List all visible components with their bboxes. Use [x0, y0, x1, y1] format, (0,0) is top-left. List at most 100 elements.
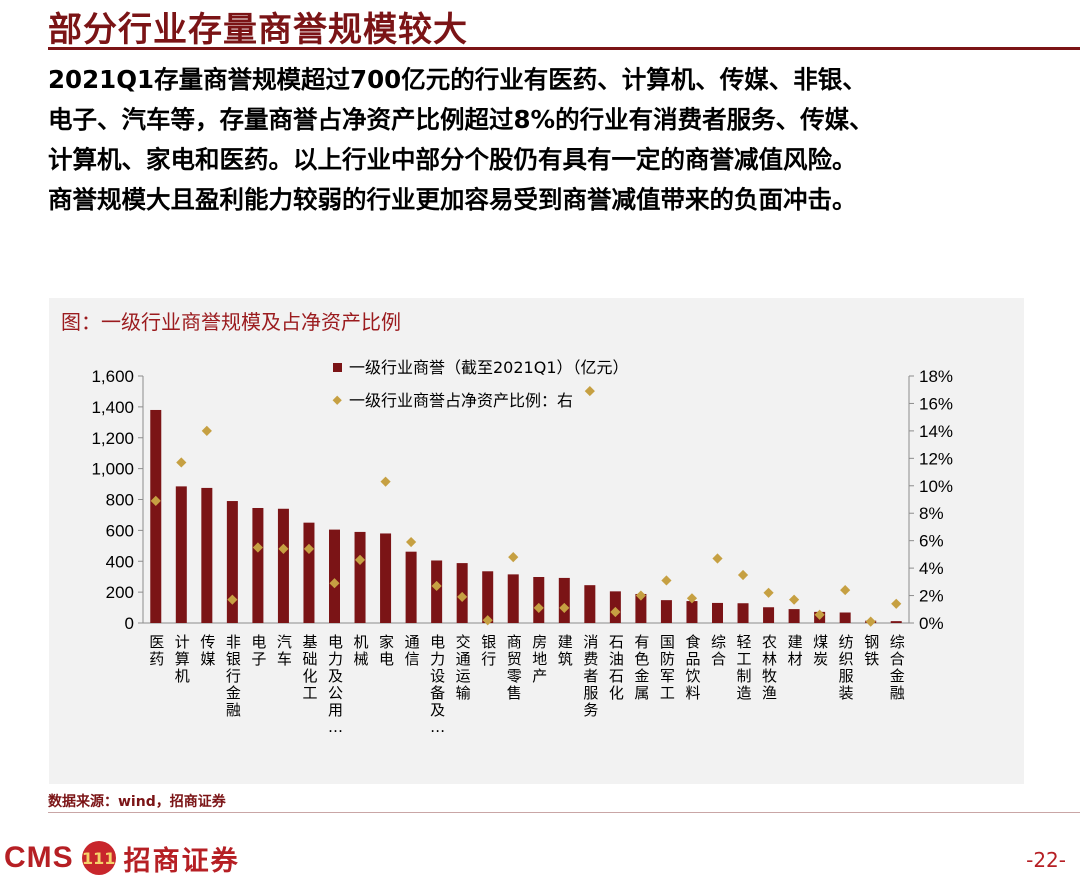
ratio-point — [814, 609, 825, 620]
bar — [763, 607, 775, 623]
bar — [431, 560, 443, 623]
category-label: 轻工制造 — [737, 633, 752, 702]
logo-emblem-icon: 111 — [81, 841, 116, 875]
category-label: 汽车 — [277, 633, 292, 668]
right-tick-label: 16% — [919, 394, 953, 413]
bar — [354, 531, 366, 623]
ratio-point — [533, 602, 544, 613]
left-tick-label: 1,000 — [91, 460, 134, 479]
summary-line: 2021Q1存量商誉规模超过700亿元的行业有医药、计算机、传媒、非银、 — [48, 65, 867, 94]
category-label: 建筑 — [558, 633, 573, 668]
ratio-point — [406, 536, 417, 548]
summary-line: 电子、汽车等，存量商誉占净资产比例超过8%的行业有消费者服务、传媒、 — [48, 105, 874, 134]
bar — [380, 533, 392, 623]
left-tick-label: 400 — [106, 552, 134, 571]
ratio-point — [329, 578, 340, 589]
bar — [482, 571, 494, 623]
ratio-point — [201, 425, 212, 436]
right-tick-label: 4% — [919, 559, 944, 578]
legend-point-swatch — [332, 395, 342, 405]
category-label: 电力及公用… — [328, 633, 343, 736]
bar — [660, 600, 672, 623]
footer-divider — [48, 812, 1080, 813]
category-label: 农林牧渔 — [762, 633, 777, 702]
category-label: 钢铁 — [864, 633, 879, 668]
category-label: 综合金融 — [890, 633, 905, 702]
ratio-point — [891, 598, 902, 609]
right-tick-label: 8% — [919, 504, 944, 523]
ratio-point — [380, 476, 391, 487]
bar — [201, 487, 213, 623]
logo-cms-text: CMS — [4, 841, 74, 874]
ratio-point — [661, 575, 672, 586]
ratio-point — [584, 386, 595, 397]
data-source: 数据来源：wind，招商证券 — [48, 794, 226, 810]
category-label: 非银行金融 — [226, 633, 241, 719]
ratio-point — [840, 584, 851, 596]
category-label: 电子 — [251, 633, 266, 668]
cms-logo: CMS 111 招商证券 — [4, 838, 240, 878]
ratio-point — [508, 552, 519, 563]
bar — [584, 585, 596, 623]
ratio-point — [354, 554, 366, 565]
category-label: 消费者服务 — [583, 633, 598, 719]
right-tick-label: 18% — [919, 367, 953, 386]
category-label: 商贸零售 — [507, 633, 522, 702]
ratio-point — [176, 457, 187, 468]
bar — [277, 508, 289, 623]
legend-bar-swatch — [333, 363, 342, 372]
bar — [533, 576, 545, 623]
category-label: 机械 — [354, 633, 369, 668]
category-label: 通信 — [405, 633, 420, 668]
ratio-point — [737, 569, 749, 581]
category-label: 银行 — [481, 633, 496, 668]
summary-line: 计算机、家电和医药。以上行业中部分个股仍有具有一定的商誉减值风险。 — [48, 145, 857, 174]
bar — [788, 609, 800, 623]
bar — [686, 601, 698, 623]
ratio-point — [763, 587, 774, 598]
title-divider — [48, 47, 1080, 50]
category-label: 综合 — [711, 633, 726, 668]
bar — [150, 409, 162, 623]
bar — [303, 522, 315, 623]
category-label: 煤炭 — [813, 633, 828, 668]
page-number: -22- — [1026, 848, 1066, 872]
category-label: 纺织服装 — [839, 633, 854, 702]
left-tick-label: 0 — [125, 614, 134, 633]
ratio-point — [150, 495, 161, 506]
logo-company-name: 招商证券 — [123, 845, 240, 877]
bar — [507, 574, 519, 623]
slide-title: 部分行业存量商誉规模较大 — [48, 10, 468, 50]
category-label: 建材 — [788, 633, 803, 668]
left-tick-label: 600 — [106, 521, 134, 540]
ratio-point — [789, 594, 800, 605]
bar — [890, 621, 902, 623]
bar — [839, 612, 851, 623]
category-label: 计算机 — [175, 633, 190, 685]
category-label: 医药 — [149, 633, 164, 668]
ratio-point — [431, 580, 442, 592]
category-label: 房地产 — [532, 633, 547, 685]
category-label: 交通运输 — [456, 633, 471, 702]
right-tick-label: 14% — [919, 422, 953, 441]
bar — [252, 507, 264, 623]
bar — [405, 551, 417, 623]
right-tick-label: 10% — [919, 477, 953, 496]
bar — [558, 577, 570, 623]
bar — [737, 603, 749, 623]
left-tick-label: 800 — [106, 491, 134, 510]
category-label: 基础化工 — [302, 633, 317, 702]
category-label: 电力设备及… — [430, 633, 445, 736]
legend-bar-label: 一级行业商誉（截至2021Q1）（亿元） — [349, 358, 629, 377]
category-label: 传媒 — [200, 633, 215, 668]
bar — [329, 529, 340, 623]
ratio-point — [712, 553, 723, 564]
category-label: 家电 — [379, 633, 394, 668]
bar — [635, 593, 647, 623]
right-tick-label: 12% — [919, 449, 953, 468]
left-tick-label: 1,200 — [91, 429, 134, 448]
chart-title: 图：一级行业商誉规模及占净资产比例 — [61, 310, 401, 334]
right-tick-label: 0% — [919, 614, 944, 633]
left-tick-label: 1,600 — [91, 367, 134, 386]
ratio-point — [303, 543, 315, 554]
